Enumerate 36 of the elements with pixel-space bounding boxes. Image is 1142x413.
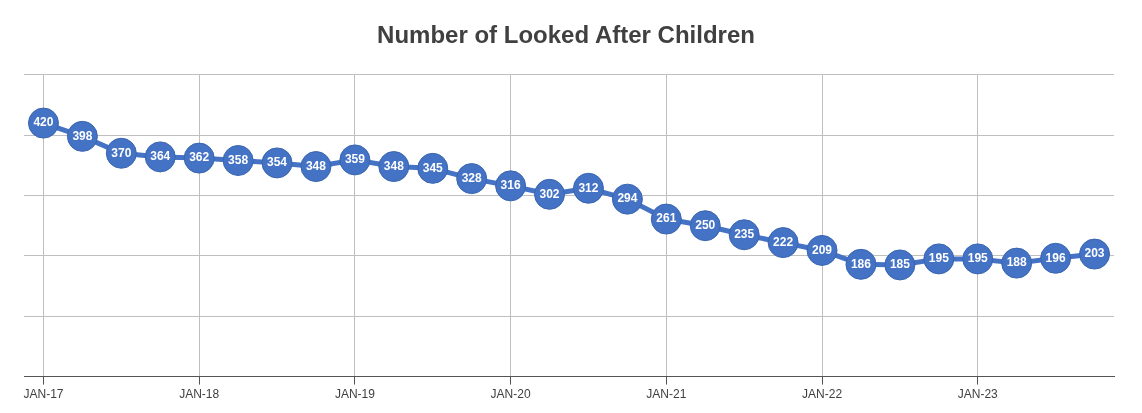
data-label: 186	[850, 256, 872, 271]
data-label: 188	[1006, 255, 1028, 270]
x-tick-label: JAN-23	[957, 387, 999, 402]
data-label: 362	[189, 150, 210, 165]
data-label: 250	[695, 218, 716, 233]
data-label: 316	[500, 178, 521, 193]
data-label: 354	[267, 155, 288, 170]
x-tick-label: JAN-17	[23, 387, 64, 402]
data-label: 222	[773, 234, 794, 249]
data-label: 209	[812, 242, 833, 257]
data-label: 261	[656, 211, 677, 226]
data-label: 195	[928, 251, 950, 266]
x-tick-label: JAN-21	[646, 387, 687, 402]
x-tick-label: JAN-20	[490, 387, 531, 402]
data-label: 312	[578, 180, 599, 195]
x-tick-label: JAN-19	[334, 387, 376, 402]
data-label: 398	[72, 128, 93, 143]
data-label: 348	[305, 158, 327, 173]
data-label: 420	[33, 115, 54, 130]
data-label: 359	[344, 152, 366, 167]
data-label: 358	[228, 152, 249, 167]
data-label: 302	[539, 186, 560, 201]
data-label: 196	[1045, 250, 1066, 265]
data-label: 345	[422, 160, 444, 175]
data-label: 294	[617, 191, 638, 206]
chart-title: Number of Looked After Children	[377, 21, 755, 49]
data-label: 185	[889, 257, 911, 272]
x-tick-label: JAN-22	[802, 387, 843, 402]
data-label: 195	[967, 251, 989, 266]
data-label: 328	[461, 170, 483, 185]
data-label: 364	[150, 149, 171, 164]
data-label: 203	[1084, 246, 1105, 261]
data-label: 348	[383, 158, 405, 173]
x-tick-label: JAN-18	[179, 387, 220, 402]
data-label: 370	[111, 145, 132, 160]
data-label: 235	[734, 227, 755, 242]
